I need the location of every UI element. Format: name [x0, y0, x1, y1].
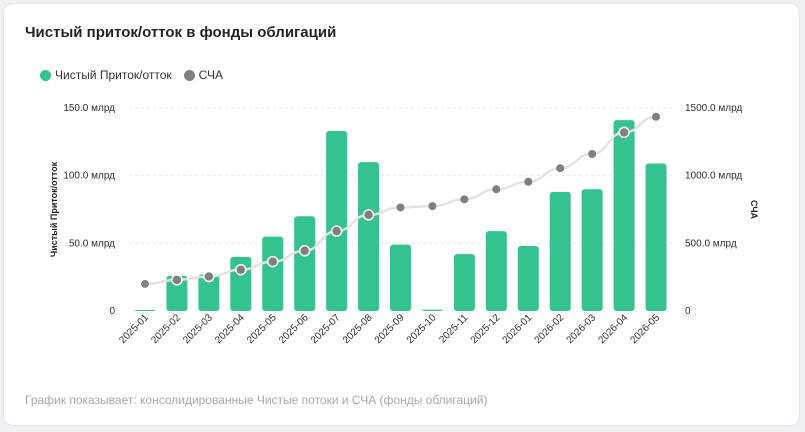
- bar-2026-05[interactable]: [645, 163, 667, 311]
- x-tick-label: 2025-03: [181, 312, 215, 346]
- nav-point-2026-05[interactable]: [652, 112, 661, 121]
- x-tick-label: 2025-10: [405, 312, 439, 346]
- chart-card: Чистый приток/отток в фонды облигаций Чи…: [3, 3, 800, 426]
- nav-point-2025-10[interactable]: [428, 202, 437, 211]
- legend-label-nav: СЧА: [198, 68, 223, 82]
- nav-point-2026-03[interactable]: [588, 150, 597, 159]
- nav-point-2025-06[interactable]: [298, 245, 311, 257]
- x-tick-label: 2025-06: [277, 312, 311, 346]
- nav-point-2025-05[interactable]: [266, 255, 279, 268]
- nav-point-2025-02[interactable]: [171, 274, 183, 286]
- x-tick-label: 2025-04: [213, 312, 247, 346]
- chart-legend: Чистый Приток/отток СЧА: [40, 68, 235, 82]
- legend-label-flows: Чистый Приток/отток: [55, 68, 172, 82]
- y-left-tick-label: 50.0 млрд: [69, 238, 115, 249]
- legend-swatch-flows: [40, 69, 51, 81]
- y-right-tick-label: 500.0 млрд: [685, 238, 737, 249]
- bar-2026-03[interactable]: [581, 189, 603, 311]
- x-tick-label: 2025-09: [373, 312, 407, 346]
- nav-point-2025-01[interactable]: [140, 279, 149, 288]
- y-right-tick-label: 1500.0 млрд: [685, 103, 742, 114]
- y-right-tick-label: 1000.0 млрд: [685, 171, 742, 182]
- x-tick-label: 2025-01: [117, 312, 151, 346]
- nav-point-2025-04[interactable]: [235, 263, 247, 276]
- bar-2026-04[interactable]: [613, 120, 635, 312]
- x-tick-label: 2026-02: [533, 312, 567, 346]
- chart-title: Чистый приток/отток в фонды облигаций: [25, 24, 337, 41]
- bar-2025-06[interactable]: [294, 216, 316, 311]
- bar-2026-02[interactable]: [549, 191, 571, 311]
- x-tick-label: 2026-01: [501, 312, 535, 346]
- nav-point-2026-01[interactable]: [524, 177, 533, 186]
- x-tick-label: 2025-07: [309, 312, 343, 346]
- nav-point-2026-04[interactable]: [618, 126, 630, 139]
- bar-2025-09[interactable]: [390, 244, 411, 311]
- y-right-axis-title: СЧА: [749, 200, 759, 220]
- x-tick-label: 2025-08: [341, 312, 375, 346]
- y-left-tick-label: 100.0 млрд: [63, 171, 115, 182]
- legend-item-flows[interactable]: Чистый Приток/отток: [40, 68, 172, 82]
- bar-2025-02[interactable]: [166, 275, 188, 311]
- x-tick-label: 2026-05: [628, 312, 662, 346]
- legend-item-nav[interactable]: СЧА: [183, 68, 223, 82]
- bar-2025-01[interactable]: [134, 310, 156, 311]
- x-tick-label: 2026-03: [565, 312, 599, 346]
- bar-2026-01[interactable]: [517, 246, 539, 311]
- x-tick-label: 2025-05: [245, 312, 279, 346]
- nav-point-2025-03[interactable]: [203, 270, 215, 283]
- x-tick-label: 2025-02: [149, 312, 183, 346]
- nav-point-2025-12[interactable]: [492, 185, 501, 194]
- nav-point-2025-11[interactable]: [460, 195, 469, 204]
- nav-point-2025-07[interactable]: [330, 225, 343, 237]
- y-left-tick-label: 0: [109, 306, 115, 317]
- bar-2025-12[interactable]: [485, 231, 507, 311]
- x-tick-label: 2025-11: [437, 312, 471, 346]
- legend-swatch-nav: [183, 69, 195, 81]
- x-tick-label: 2026-04: [596, 312, 630, 346]
- chart-footnote: График показывает: консолидированные Чис…: [25, 393, 488, 407]
- y-left-tick-label: 150.0 млрд: [63, 103, 115, 114]
- bar-2025-10[interactable]: [421, 309, 443, 311]
- bar-2025-03[interactable]: [198, 274, 220, 311]
- nav-point-2026-02[interactable]: [556, 164, 565, 173]
- bar-2025-05[interactable]: [262, 236, 284, 311]
- y-right-tick-label: 0: [685, 306, 691, 317]
- nav-point-2025-08[interactable]: [362, 209, 375, 221]
- bar-2025-11[interactable]: [453, 254, 475, 311]
- nav-point-2025-09[interactable]: [396, 203, 405, 212]
- x-tick-label: 2025-12: [469, 312, 503, 346]
- bar-2025-08[interactable]: [358, 162, 380, 311]
- y-left-axis-title: Чистый Приток/отток: [49, 161, 59, 257]
- bar-2025-07[interactable]: [326, 131, 348, 311]
